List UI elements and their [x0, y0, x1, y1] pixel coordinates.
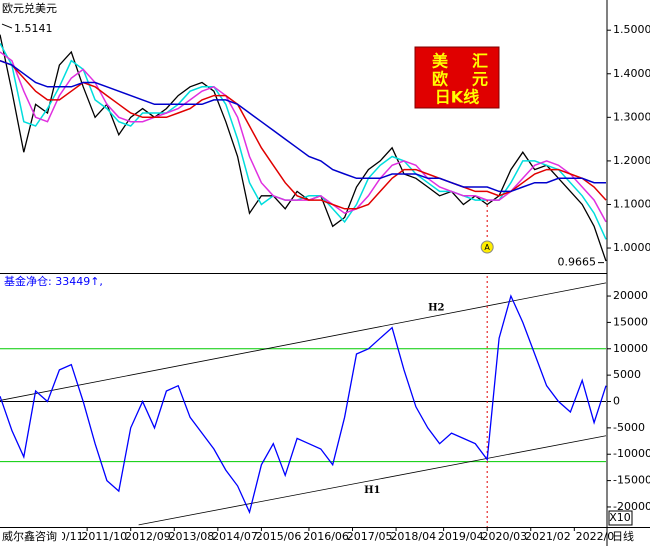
- trend-label: H1: [364, 485, 380, 496]
- x-tick-label: 2014/07: [212, 530, 258, 543]
- badge-text: 欧: [432, 70, 448, 89]
- trend-line: [138, 435, 607, 526]
- period: 日线: [612, 529, 634, 543]
- series-line: [0, 59, 606, 193]
- x-tick-label: 2019/04: [438, 530, 484, 543]
- x-tick-label: 2016/06: [303, 530, 349, 543]
- x-tick-label: 2015/06: [256, 530, 302, 543]
- badge-text: 元: [472, 70, 488, 89]
- y-tick-label: -10000: [613, 447, 650, 460]
- y-tick-label: -20000: [613, 500, 650, 513]
- event-marker-label: A: [484, 243, 490, 252]
- y-tick-label: 5000: [613, 368, 641, 381]
- x-tick-label: 2021/02: [525, 530, 571, 543]
- y-tick-label: -5000: [613, 421, 645, 434]
- trend-label: H2: [428, 302, 444, 313]
- y-tick-label: 1.5000: [613, 23, 650, 36]
- badge: 美 汇 欧 元 日K线: [414, 46, 500, 109]
- high-pointer: [1, 23, 13, 29]
- y-tick-label: 15000: [613, 315, 648, 328]
- source-box: [0, 528, 62, 546]
- x-tick-label: 2018/04: [390, 530, 436, 543]
- badge-text: 美: [432, 52, 449, 71]
- high-label: 1.5141: [14, 22, 53, 35]
- series-line: [0, 59, 607, 210]
- y-tick-label: 1.0000: [613, 241, 650, 254]
- x-tick-label: 2013/08: [169, 530, 215, 543]
- badge-text: 日K线: [435, 88, 479, 107]
- x-tick-label: 2012/09: [125, 530, 171, 543]
- chart-title: 欧元兑美元: [2, 1, 57, 15]
- series-line: [0, 294, 607, 515]
- y-tick-label: 1.4000: [613, 67, 650, 80]
- x-tick-label: 2022/0: [576, 530, 615, 543]
- badge-text: 汇: [472, 52, 488, 71]
- y-tick-label: -15000: [613, 474, 650, 487]
- y-tick-label: 1.3000: [613, 110, 650, 123]
- y-tick-label: 20000: [613, 289, 648, 302]
- panel-title: 基金净仓: 33449↑,: [4, 274, 103, 288]
- x-tick-label: 2017/05: [347, 530, 393, 543]
- scale-box[interactable]: [608, 510, 633, 526]
- y-tick-label: 0: [613, 395, 620, 408]
- badge-box: [414, 46, 500, 109]
- y-tick-label: 10000: [613, 342, 648, 355]
- x-tick-label: 0/11: [59, 530, 84, 543]
- x-tick-label: 2011/10: [81, 530, 127, 543]
- low-label: 0.9665: [558, 256, 597, 269]
- series-line: [0, 51, 607, 223]
- scale[interactable]: X10: [609, 511, 631, 524]
- y-tick-label: 1.2000: [613, 154, 650, 167]
- source: 威尔鑫咨询: [2, 529, 57, 543]
- y-tick-label: 1.1000: [613, 197, 650, 210]
- x-tick-label: 2020/03: [481, 530, 527, 543]
- trend-line: [0, 282, 607, 401]
- event-marker: [480, 240, 494, 254]
- series-line: [0, 34, 607, 262]
